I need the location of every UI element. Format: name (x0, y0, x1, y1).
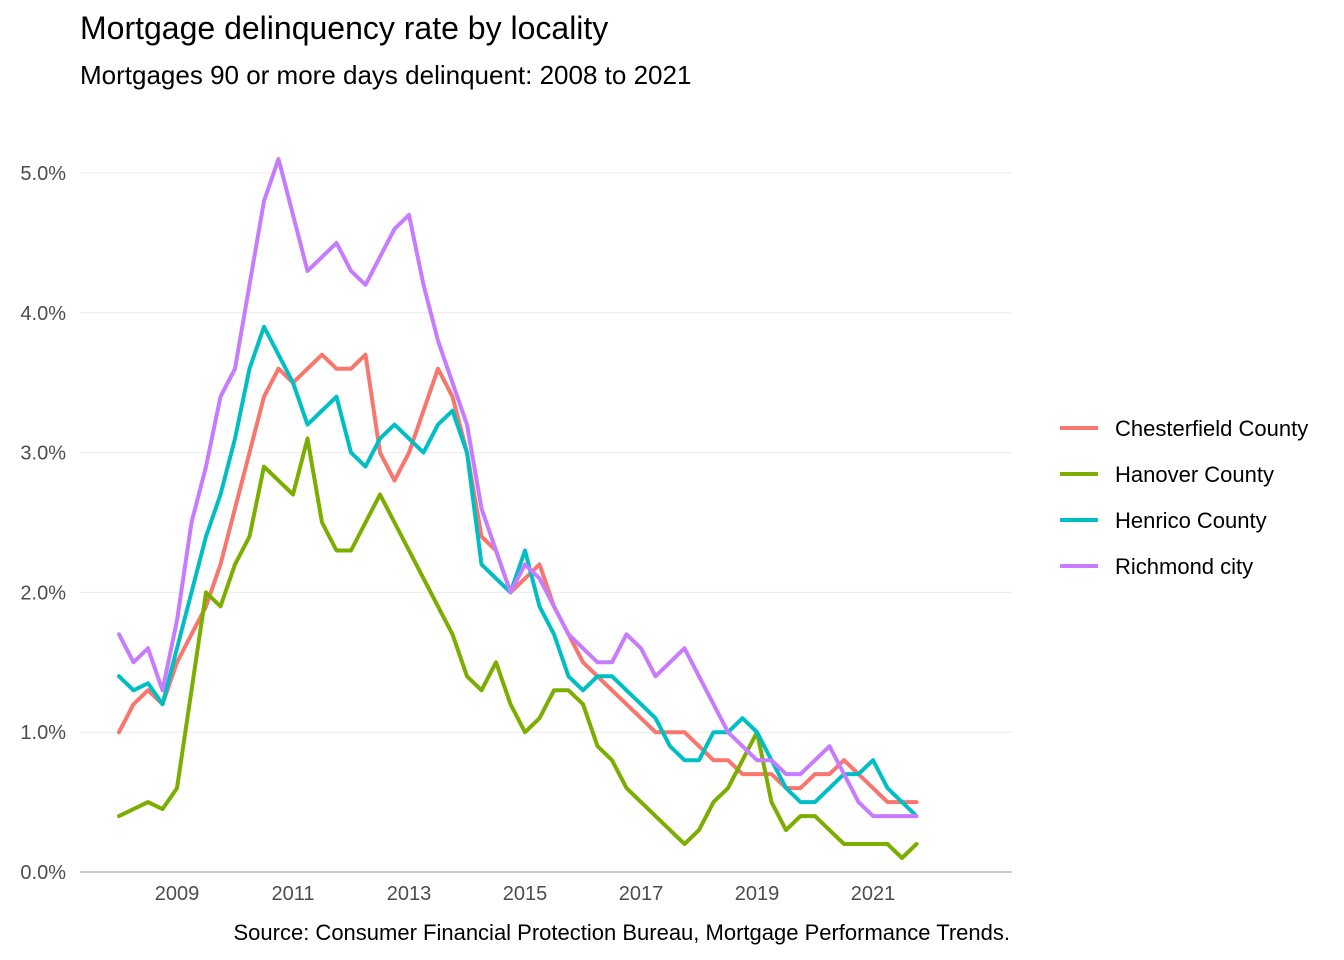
x-tick-label: 2017 (619, 883, 664, 905)
legend-label: Hanover County (1115, 462, 1274, 487)
series-lines (117, 157, 919, 860)
x-tick-label: 2011 (271, 883, 314, 905)
y-tick-label: 3.0% (20, 443, 66, 465)
legend-label: Henrico County (1115, 508, 1267, 533)
chart-title: Mortgage delinquency rate by locality (80, 10, 609, 46)
legend-label: Richmond city (1115, 554, 1253, 579)
legend-item: Hanover County (1060, 462, 1274, 487)
series-line-hanover-county (117, 436, 919, 860)
y-tick-label: 1.0% (20, 722, 66, 744)
x-tick-label: 2009 (155, 883, 200, 905)
legend-item: Henrico County (1060, 508, 1267, 533)
y-tick-label: 0.0% (20, 862, 66, 884)
y-axis-ticks: 0.0% 1.0% 2.0% 3.0% 4.0% 5.0% (20, 163, 66, 884)
chart-caption: Source: Consumer Financial Protection Bu… (233, 920, 1011, 945)
x-tick-label: 2021 (851, 883, 896, 905)
legend-item: Richmond city (1060, 554, 1253, 579)
x-tick-label: 2019 (735, 883, 780, 905)
legend-item: Chesterfield County (1060, 416, 1308, 441)
y-tick-label: 4.0% (20, 303, 66, 325)
gridlines (80, 172, 1012, 733)
y-tick-label: 2.0% (20, 582, 66, 604)
x-tick-label: 2013 (387, 883, 432, 905)
series-line-richmond-city (117, 157, 919, 819)
chart-subtitle: Mortgages 90 or more days delinquent: 20… (80, 60, 692, 90)
series-line-henrico-county (117, 324, 919, 819)
y-tick-label: 5.0% (20, 163, 66, 185)
x-tick-label: 2015 (503, 883, 548, 905)
x-axis-ticks: 2009 2011 2013 2015 2017 2019 2021 (155, 883, 896, 905)
legend-label: Chesterfield County (1115, 416, 1308, 441)
legend: Chesterfield County Hanover County Henrico… (1060, 416, 1308, 579)
